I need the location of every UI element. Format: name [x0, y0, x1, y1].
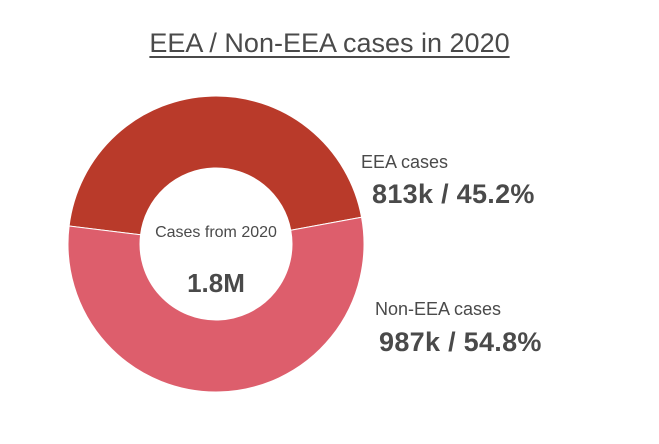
legend-value-eea: 813k / 45.2% [372, 179, 535, 209]
center-label: Cases from 2020 [155, 224, 277, 241]
slice-eea [68, 95, 363, 236]
legend-label-eea: EEA cases [361, 152, 449, 172]
chart-title: EEA / Non-EEA cases in 2020 [149, 28, 510, 58]
slice-non-eea [67, 216, 365, 393]
center-value: 1.8M [187, 268, 245, 298]
legend-label-non-eea: Non-EEA cases [375, 299, 502, 319]
legend-value-non-eea: 987k / 54.8% [379, 327, 542, 357]
